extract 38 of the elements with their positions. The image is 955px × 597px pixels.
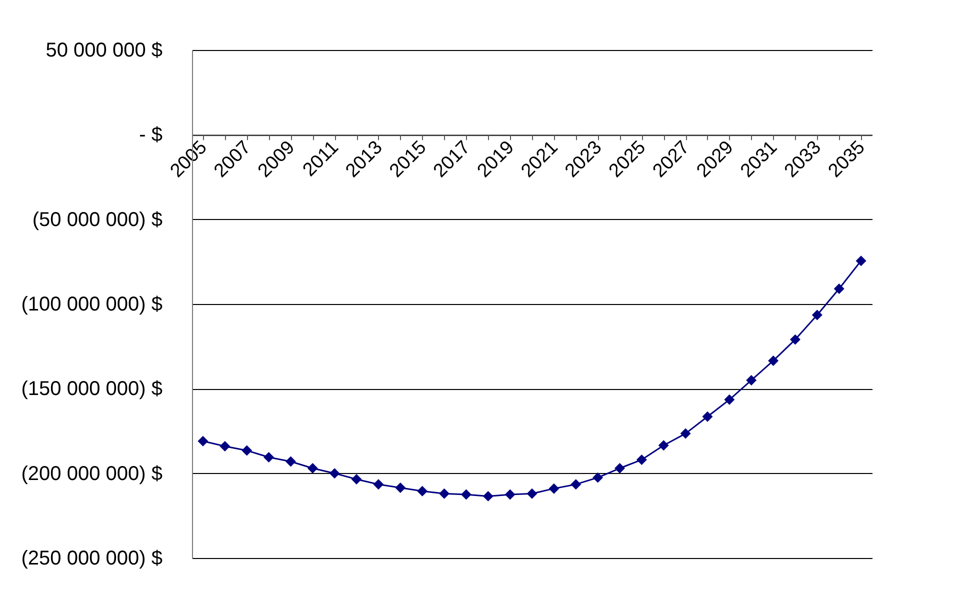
point <box>746 374 757 386</box>
point <box>242 445 252 456</box>
point <box>526 488 538 499</box>
point <box>351 474 362 485</box>
point <box>856 256 866 266</box>
point <box>636 454 647 466</box>
y-tick-label: (150 000 000) $ <box>21 378 162 400</box>
point <box>790 334 800 345</box>
point <box>812 310 822 320</box>
point <box>220 440 230 452</box>
point <box>548 483 560 494</box>
point <box>614 463 625 474</box>
point <box>460 489 472 500</box>
point <box>504 489 516 500</box>
point <box>482 490 494 502</box>
point <box>658 440 669 451</box>
point <box>285 456 296 467</box>
point <box>680 428 691 439</box>
y-tick-label: 50 000 000 $ <box>46 40 162 62</box>
point <box>702 411 713 422</box>
point <box>395 482 406 493</box>
point <box>439 488 450 499</box>
point <box>834 284 844 294</box>
y-tick-label: (100 000 000) $ <box>21 294 162 316</box>
point <box>198 436 208 446</box>
point <box>724 394 735 405</box>
point <box>264 452 274 462</box>
y-tick-label: (250 000 000) $ <box>21 548 162 570</box>
y-tick-label: (200 000 000) $ <box>21 462 162 485</box>
point <box>768 355 779 366</box>
point <box>329 468 340 479</box>
point <box>417 486 428 496</box>
y-tick-label: - $ <box>139 124 162 146</box>
point <box>592 472 604 483</box>
point <box>307 463 318 474</box>
point <box>373 479 384 490</box>
point <box>570 479 582 490</box>
y-tick-label: (50 000 000) $ <box>32 208 162 231</box>
